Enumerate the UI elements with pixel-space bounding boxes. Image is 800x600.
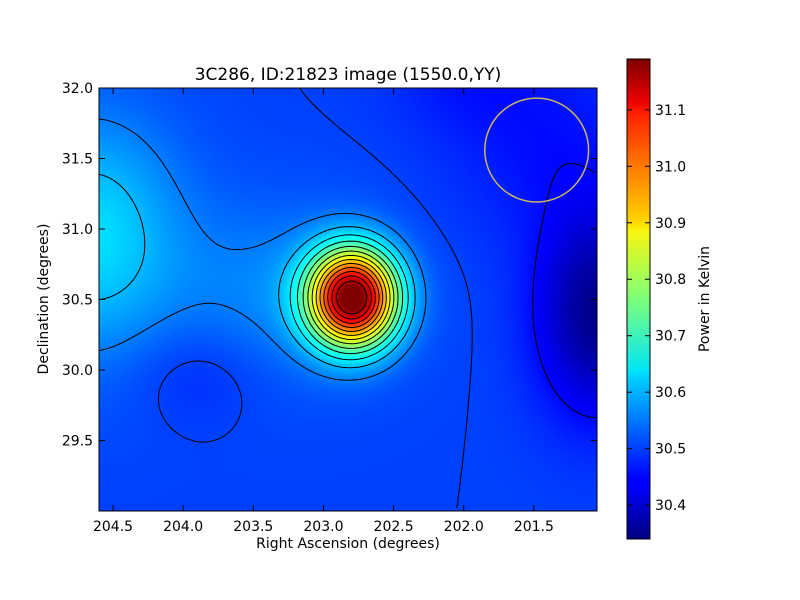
contour-line bbox=[532, 163, 596, 419]
colorbar-label: Power in Kelvin bbox=[697, 246, 713, 352]
y-tick-label: 30.5 bbox=[62, 293, 93, 309]
contour-line bbox=[302, 245, 399, 349]
y-axis-ticks: 29.5 30.0 30.5 31.0 31.5 32.0 bbox=[62, 81, 597, 450]
x-tick-label: 203.0 bbox=[303, 519, 343, 535]
y-tick-label: 32.0 bbox=[62, 81, 93, 97]
x-tick-label: 204.5 bbox=[93, 519, 133, 535]
x-tick-label: 201.5 bbox=[514, 519, 554, 535]
contour-line bbox=[319, 262, 384, 332]
x-tick-label: 202.5 bbox=[374, 519, 414, 535]
colorbar-tick-label: 31.1 bbox=[655, 103, 686, 119]
x-tick-label: 203.5 bbox=[233, 519, 273, 535]
colorbar-tick-label: 30.6 bbox=[655, 385, 686, 401]
colorbar-tick-label: 30.9 bbox=[655, 216, 686, 232]
colorbar-ticks: 30.4 30.5 30.6 30.7 30.8 30.9 31.0 31.1 bbox=[627, 103, 686, 514]
colorbar-tick-label: 30.8 bbox=[655, 272, 686, 288]
contour-line bbox=[327, 271, 376, 324]
x-axis-label: Right Ascension (degrees) bbox=[256, 536, 440, 552]
heatmap-area bbox=[99, 88, 597, 511]
contour-line bbox=[99, 118, 427, 381]
chart-title: 3C286, ID:21823 image (1550.0,YY) bbox=[195, 65, 502, 85]
contour-line bbox=[336, 280, 368, 315]
contour-lines bbox=[99, 88, 596, 509]
colorbar-tick-label: 30.7 bbox=[655, 329, 686, 345]
colorbar-gradient bbox=[626, 58, 651, 540]
y-tick-label: 31.0 bbox=[62, 222, 93, 238]
contour-line bbox=[289, 234, 409, 361]
beam-circle bbox=[484, 97, 590, 203]
contour-line bbox=[323, 266, 380, 328]
contour-line bbox=[157, 88, 473, 509]
contour-line bbox=[296, 240, 404, 355]
colorbar-tick-label: 30.5 bbox=[655, 442, 686, 458]
y-tick-label: 31.5 bbox=[62, 152, 93, 168]
colorbar-tick-label: 30.4 bbox=[655, 498, 686, 514]
x-axis-ticks: 204.5 204.0 203.5 203.0 202.5 202.0 201.5 bbox=[93, 88, 554, 535]
contour-line bbox=[315, 259, 387, 336]
y-tick-label: 30.0 bbox=[62, 363, 93, 379]
contour-line bbox=[311, 254, 391, 340]
y-axis-label: Declination (degrees) bbox=[36, 224, 52, 375]
heatmap-image bbox=[99, 88, 597, 511]
contour-line bbox=[99, 173, 416, 369]
x-tick-label: 204.0 bbox=[163, 519, 203, 535]
contour-line bbox=[307, 250, 395, 345]
x-tick-label: 202.0 bbox=[444, 519, 484, 535]
colorbar-tick-label: 31.0 bbox=[655, 159, 686, 175]
y-tick-label: 29.5 bbox=[62, 434, 93, 450]
colorbar: 30.4 30.5 30.6 30.7 30.8 30.9 31.0 31.1 Power i… bbox=[626, 58, 713, 540]
contour-line bbox=[331, 275, 372, 320]
